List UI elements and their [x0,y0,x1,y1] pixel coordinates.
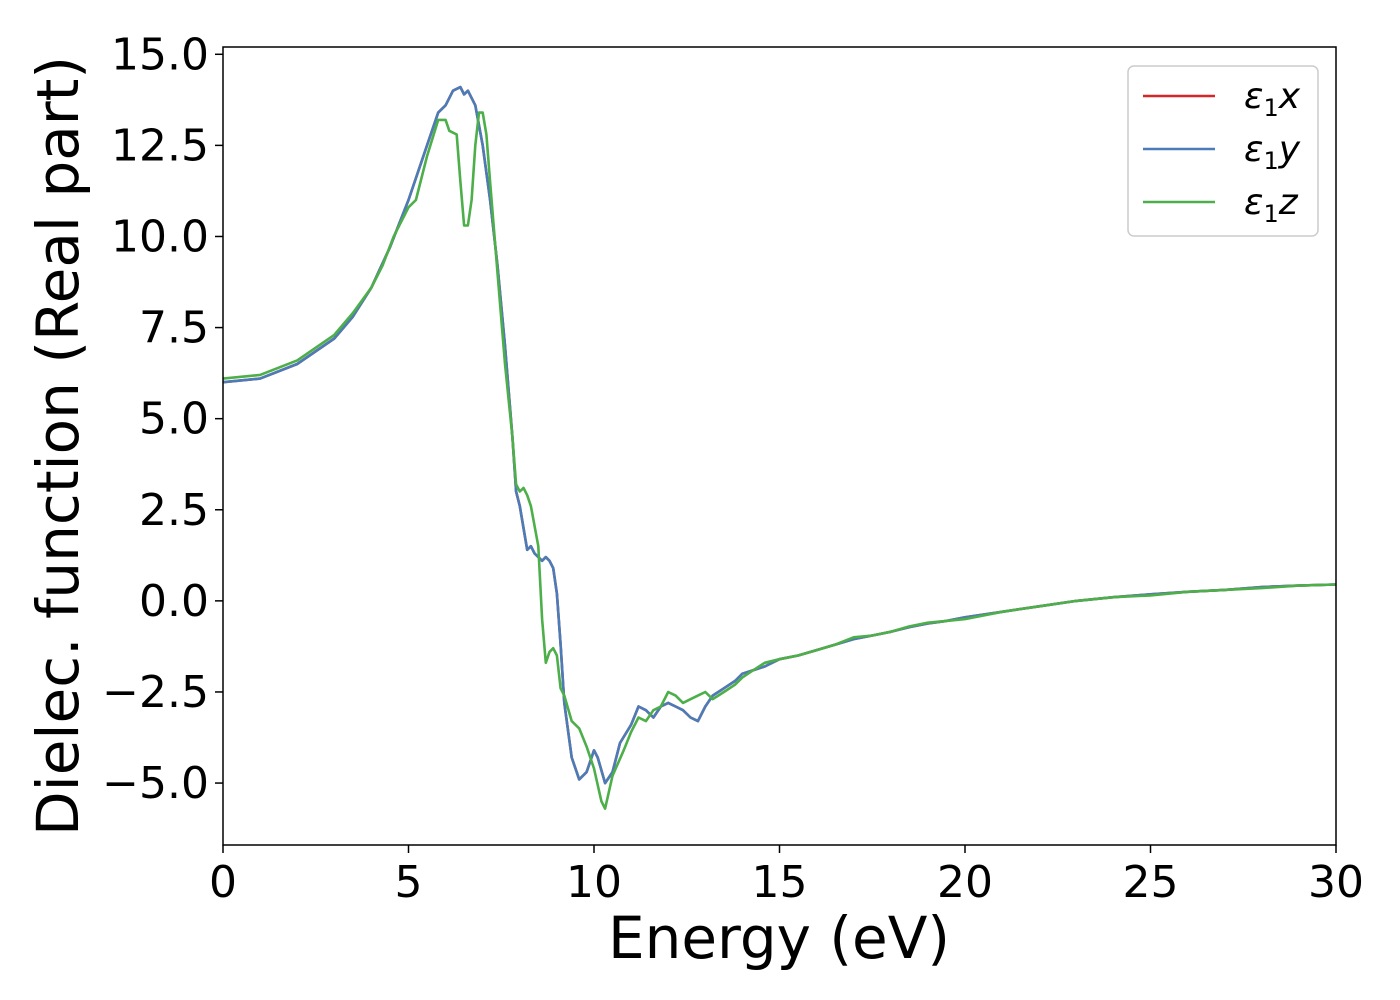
legend-variable: z [1278,182,1299,223]
legend-symbol: ε [1244,76,1263,117]
x-axis-label: Energy (eV) [608,904,950,972]
y-tick-label: 5.0 [139,394,209,445]
y-tick-label: 15.0 [111,29,209,80]
legend-variable: y [1278,129,1301,170]
y-axis-label: Dielec. function (Real part) [24,56,92,836]
y-tick-label: 10.0 [111,211,209,262]
y-tick-label: −2.5 [102,667,209,718]
x-tick-label: 10 [566,857,622,908]
legend-box [1127,65,1319,237]
legend-symbol: ε [1244,129,1263,170]
x-tick-label: 0 [209,857,237,908]
y-axis-ticks: −5.0 −2.5 0.0 2.5 5.0 7.5 10.0 12.5 15.0 [102,29,223,809]
legend-label-x: ε1x [1244,76,1301,122]
y-tick-label: 2.5 [139,485,209,536]
legend-label-y: ε1y [1244,129,1301,175]
x-tick-label: 5 [395,857,423,908]
y-tick-label: 0.0 [139,576,209,627]
legend-label-z: ε1z [1244,182,1299,228]
legend-symbol: ε [1244,182,1263,223]
x-tick-label: 25 [1123,857,1179,908]
x-tick-label: 30 [1308,857,1364,908]
y-tick-label: −5.0 [102,758,209,809]
series-layer [223,85,1336,810]
x-tick-label: 15 [752,857,808,908]
y-tick-label: 12.5 [111,120,209,171]
legend-subscript: 1 [1263,94,1278,122]
legend-subscript: 1 [1263,200,1278,228]
legend-subscript: 1 [1263,147,1278,175]
x-axis-ticks: 0 5 10 15 20 25 30 [209,845,1364,908]
legend-variable: x [1278,76,1301,117]
x-tick-label: 20 [937,857,993,908]
y-tick-label: 7.5 [139,303,209,354]
series-line-z [223,111,1336,810]
